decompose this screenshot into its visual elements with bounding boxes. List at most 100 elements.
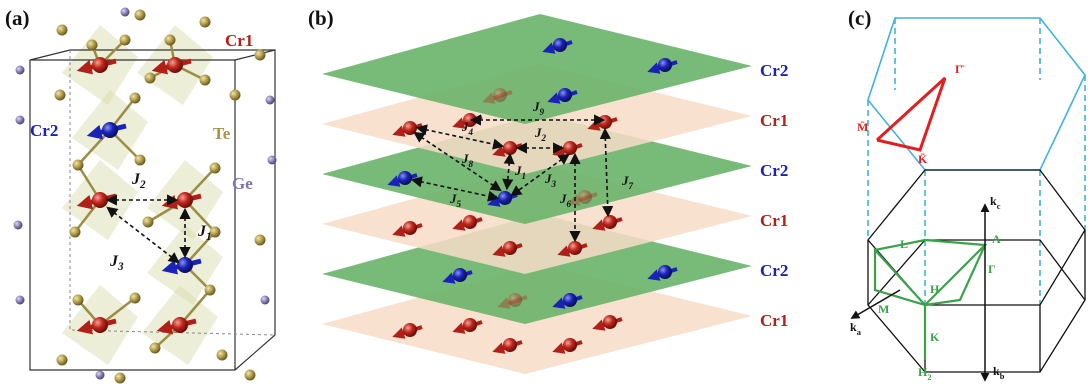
- point-label: H: [930, 282, 940, 296]
- atom: [255, 50, 266, 61]
- atom: [563, 338, 577, 352]
- point-label: L: [900, 237, 908, 251]
- atom: [463, 215, 477, 229]
- atom: [403, 221, 417, 235]
- atom: [165, 35, 176, 46]
- atom: [268, 156, 277, 165]
- layer-label: Cr2: [760, 161, 788, 180]
- atom: [603, 215, 617, 229]
- atom: [398, 171, 412, 185]
- subscript: 4: [468, 127, 474, 137]
- atom: [92, 317, 108, 333]
- point-label: H2: [918, 365, 932, 382]
- bz-bulk: [868, 240, 1085, 372]
- atom: [70, 227, 81, 238]
- atom: [568, 241, 582, 255]
- subscript: 7: [629, 181, 634, 191]
- atom: [130, 293, 141, 304]
- atom: [503, 141, 517, 155]
- bz-top: [868, 18, 1085, 170]
- subscript: 6: [567, 199, 572, 209]
- subscript: 8: [469, 159, 474, 169]
- layer-label: Cr1: [760, 211, 788, 230]
- atom: [578, 190, 592, 204]
- atom: [558, 88, 572, 102]
- atom: [120, 35, 131, 46]
- atom: [553, 38, 567, 52]
- atom: [205, 285, 216, 296]
- subscript: 2: [541, 133, 547, 143]
- atom: [92, 57, 108, 73]
- panel-label: (b): [308, 6, 334, 30]
- atom: [498, 191, 512, 205]
- atom: [92, 192, 108, 208]
- subscript: a: [857, 328, 862, 337]
- atom: [130, 93, 141, 104]
- atom: [200, 17, 211, 28]
- atom: [508, 293, 522, 307]
- atom: [172, 317, 188, 333]
- subscript: 5: [457, 199, 462, 209]
- atom: [563, 141, 577, 155]
- atom: [150, 343, 161, 354]
- atom: [57, 355, 68, 366]
- atom: [658, 265, 672, 279]
- atom: [217, 350, 228, 361]
- atom: [210, 163, 221, 174]
- atom: [135, 10, 146, 21]
- layer-label: Cr2: [760, 61, 788, 80]
- atom: [115, 373, 126, 384]
- subscript: 9: [540, 107, 545, 117]
- point-label: A: [992, 232, 1001, 246]
- subscript: c: [997, 202, 1001, 211]
- coupling-label: J2: [131, 171, 146, 191]
- atom: [463, 318, 477, 332]
- point-label: K: [930, 330, 940, 344]
- atom: [16, 66, 25, 75]
- layer-label: Cr2: [760, 261, 788, 280]
- atom: [14, 221, 23, 230]
- atom: [598, 115, 612, 129]
- subscript: 2: [927, 373, 931, 382]
- atom: [167, 57, 183, 73]
- atom: [200, 75, 211, 86]
- point-label: M̄: [857, 120, 868, 134]
- atom: [563, 293, 577, 307]
- atom-label: Te: [213, 124, 231, 143]
- atom: [16, 116, 25, 125]
- surface-path: [877, 78, 945, 150]
- atom-label: Ge: [232, 174, 253, 193]
- atom: [73, 160, 84, 171]
- atom: [121, 8, 130, 17]
- subscript: 1: [522, 171, 527, 181]
- point-label: M: [878, 302, 889, 316]
- atom: [55, 90, 66, 101]
- panel-label: (a): [5, 6, 30, 30]
- layer-label: Cr1: [760, 311, 788, 330]
- atom: [503, 338, 517, 352]
- atom: [177, 192, 193, 208]
- subscript: 2: [139, 179, 146, 191]
- atom: [96, 371, 105, 380]
- coupling-label: J3: [109, 253, 124, 273]
- atom: [177, 257, 193, 273]
- subscript: 3: [117, 261, 124, 273]
- atom: [245, 370, 256, 381]
- atom-label: Cr2: [30, 121, 58, 140]
- axis-label: kc: [990, 194, 1001, 211]
- atom: [261, 296, 270, 305]
- atom: [16, 296, 25, 305]
- atom: [145, 73, 156, 84]
- atom: [503, 241, 517, 255]
- atom: [135, 155, 146, 166]
- axis-label: ka: [850, 320, 862, 337]
- atom: [255, 235, 266, 246]
- subscript: 1: [206, 231, 212, 243]
- atom: [403, 121, 417, 135]
- atom: [102, 122, 118, 138]
- figure: (a)Cr1TeCr2GeJ2J1J3Cr1Cr2Cr1Cr2Cr1Cr2J9J…: [0, 0, 1091, 387]
- axis-label: kb: [993, 364, 1005, 381]
- panel-label: (c): [848, 6, 871, 30]
- atom: [57, 25, 68, 36]
- atom: [603, 315, 617, 329]
